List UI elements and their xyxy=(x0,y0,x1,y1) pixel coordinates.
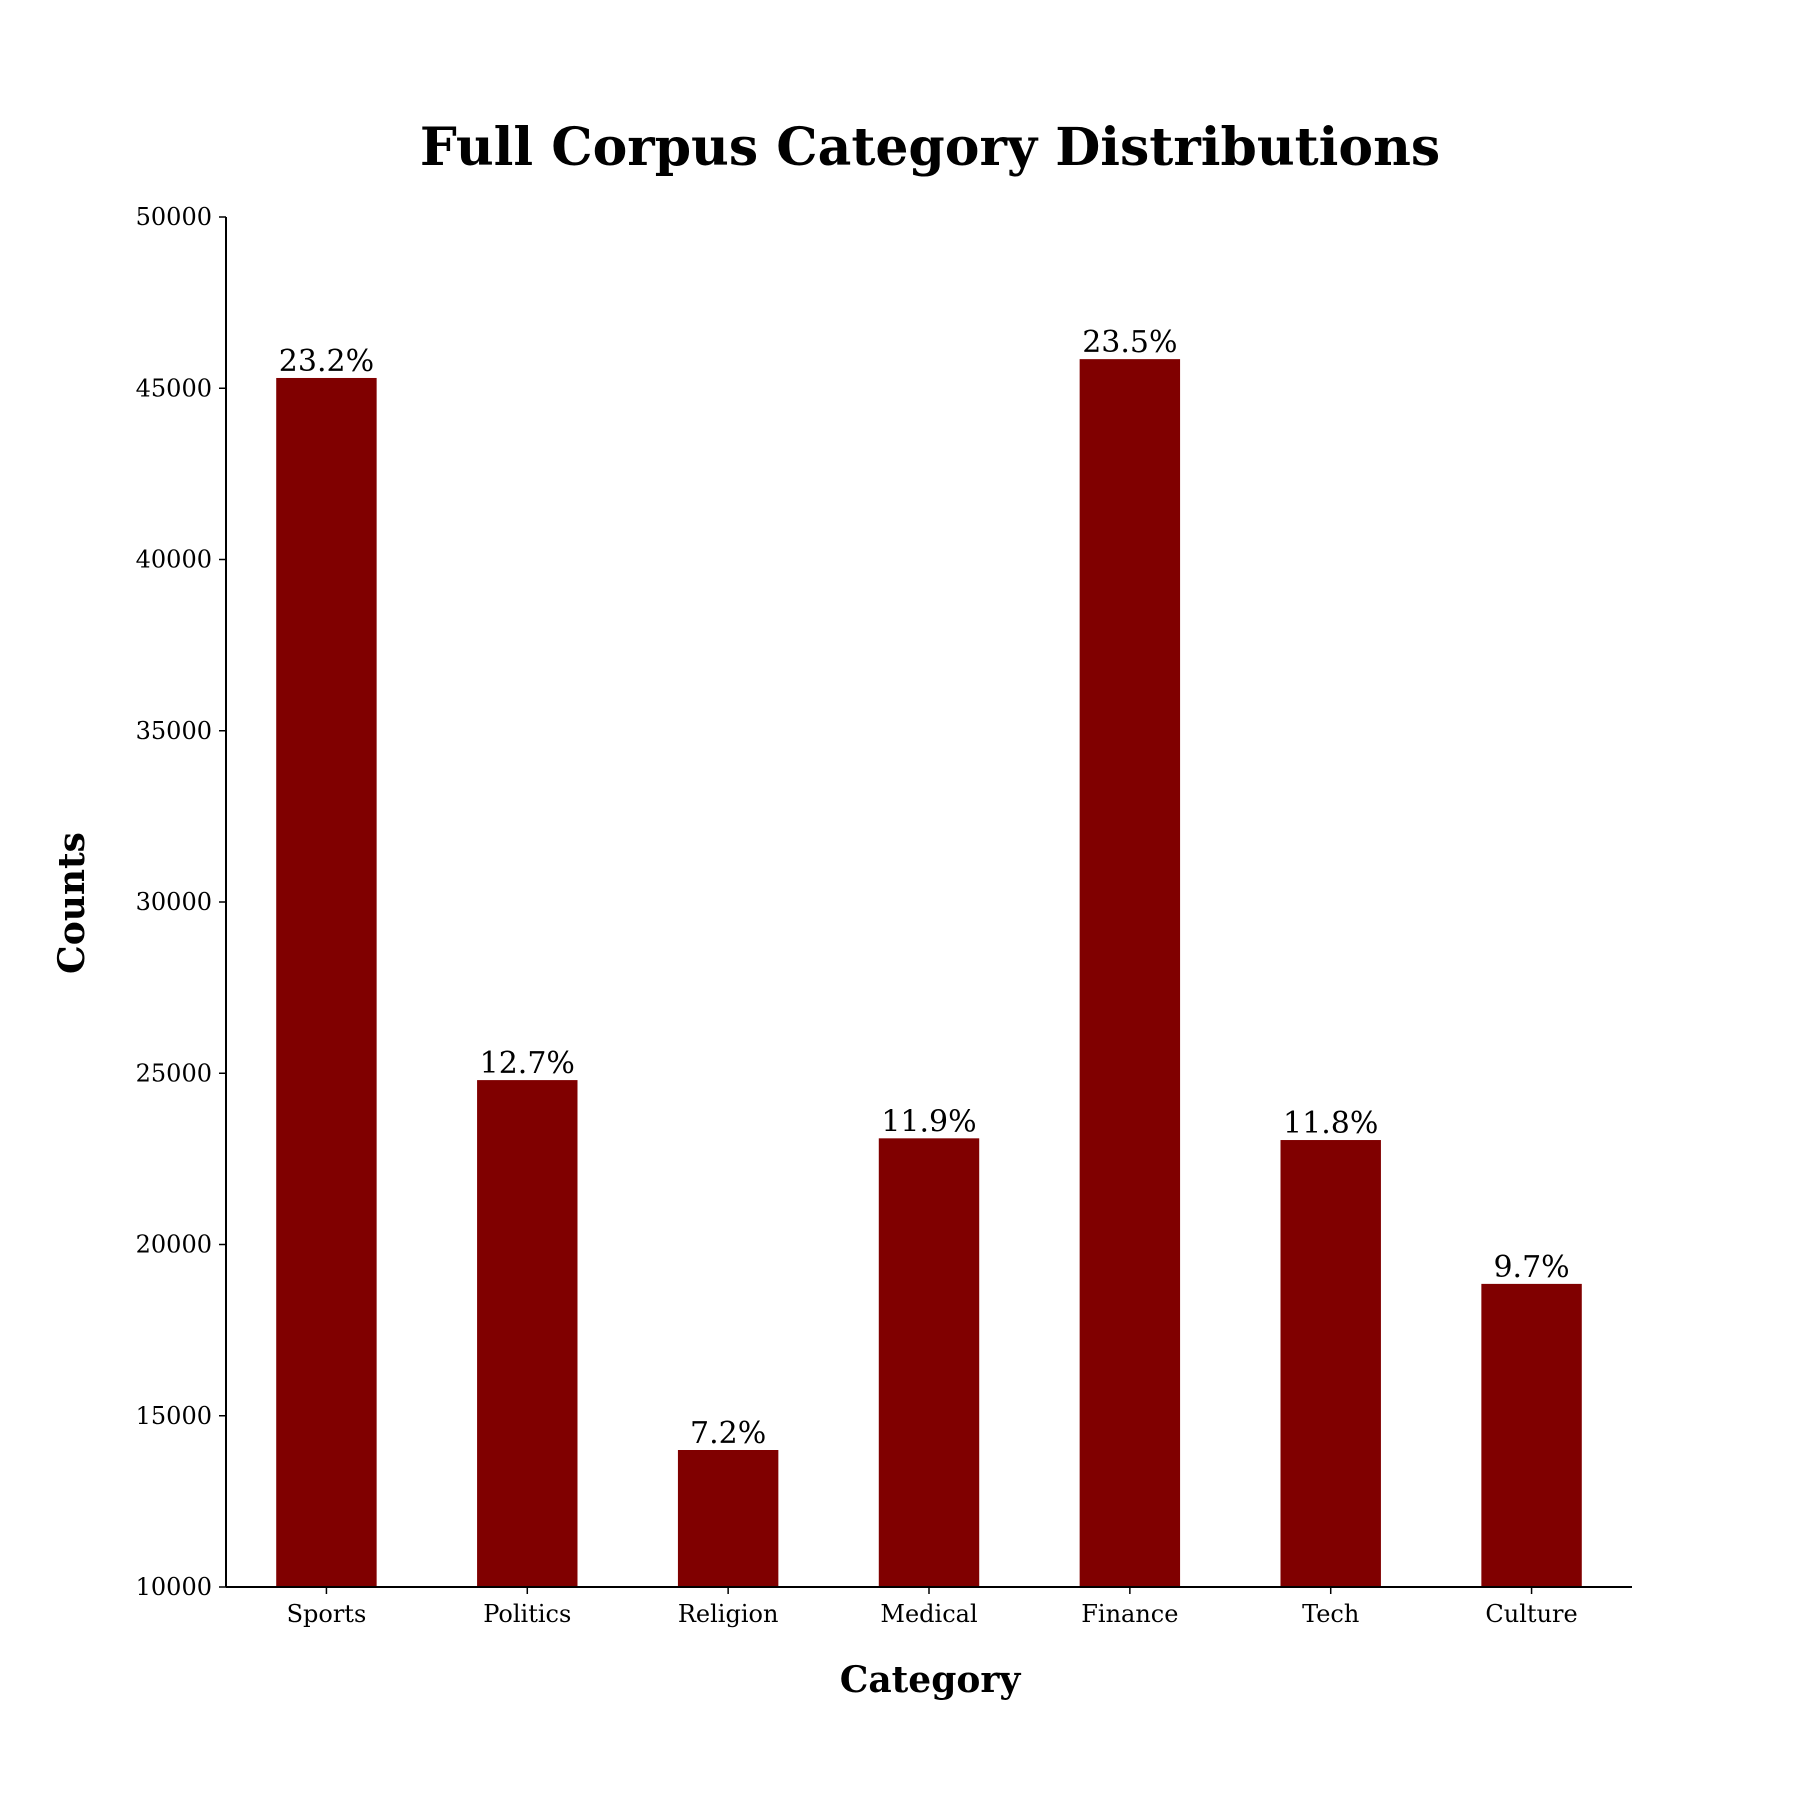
bar-politics xyxy=(477,1080,578,1587)
bar-finance xyxy=(1079,359,1181,1588)
bar-medical xyxy=(878,1138,980,1587)
bar-label-sports: 23.2% xyxy=(279,344,374,379)
bar-label-politics: 12.7% xyxy=(480,1046,575,1081)
y-tick-label: 10000 xyxy=(136,1573,212,1601)
chart-title: Full Corpus Category Distributions xyxy=(420,117,1440,178)
y-tick-label: 35000 xyxy=(136,717,212,745)
bar-culture xyxy=(1481,1283,1582,1587)
y-tick-label: 30000 xyxy=(136,888,212,916)
y-axis-label: Counts xyxy=(51,832,93,974)
bar-label-medical: 11.9% xyxy=(881,1104,976,1139)
x-tick-label-medical: Medical xyxy=(880,1600,977,1628)
x-tick-label-religion: Religion xyxy=(678,1600,779,1628)
x-tick-label-tech: Tech xyxy=(1302,1600,1359,1628)
bar-sports xyxy=(276,377,377,1588)
bar-label-tech: 11.8% xyxy=(1283,1106,1378,1141)
bar-label-culture: 9.7% xyxy=(1493,1250,1569,1285)
x-tick-label-finance: Finance xyxy=(1081,1600,1178,1628)
y-tick-label: 40000 xyxy=(136,546,212,574)
y-tick-label: 25000 xyxy=(136,1059,212,1087)
y-tick-label: 15000 xyxy=(136,1402,212,1430)
y-tick-label: 45000 xyxy=(136,374,212,402)
bar-tech xyxy=(1280,1140,1381,1587)
bar-religion xyxy=(677,1450,779,1587)
y-tick-label: 50000 xyxy=(136,203,212,231)
x-tick-label-culture: Culture xyxy=(1485,1600,1577,1628)
x-tick-label-sports: Sports xyxy=(287,1600,367,1628)
x-axis-label: Category xyxy=(840,1659,1022,1701)
bar-label-religion: 7.2% xyxy=(690,1416,766,1451)
y-tick-label: 20000 xyxy=(136,1231,212,1259)
plot-area: 23.2% Sports 12.7% Politics 7.2% Religion 11.9… xyxy=(136,203,1632,1628)
x-tick-label-politics: Politics xyxy=(483,1600,571,1628)
bar-label-finance: 23.5% xyxy=(1082,325,1177,360)
